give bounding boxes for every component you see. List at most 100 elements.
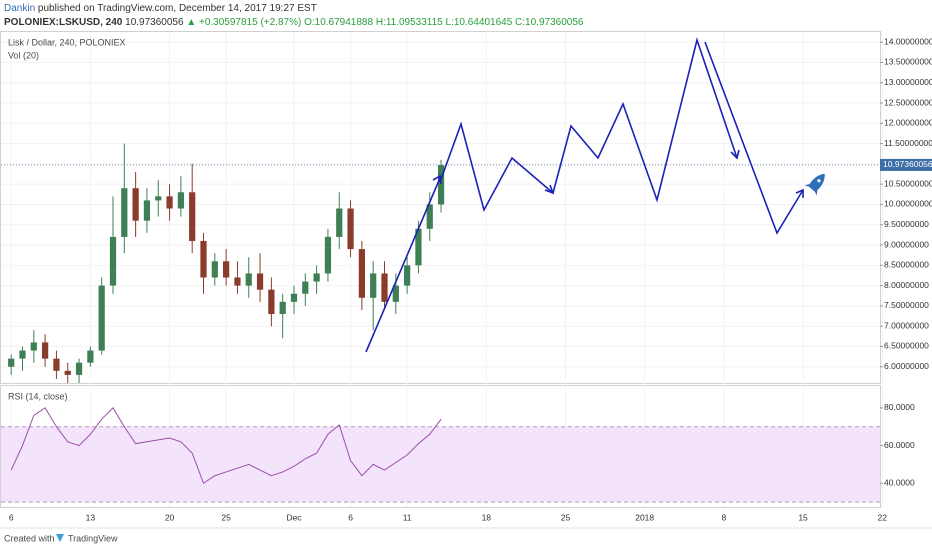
candle-body [347, 208, 354, 250]
candle-body [8, 358, 15, 367]
candle-body [392, 285, 399, 302]
candle-body [155, 196, 162, 201]
x-tick-label: 15 [798, 512, 808, 522]
candle-body [189, 192, 196, 241]
x-tick-label: 8 [722, 512, 727, 522]
candle-body [370, 273, 377, 298]
pane-title: Lisk / Dollar, 240, POLONIEX [8, 37, 126, 47]
candle-body [381, 273, 388, 302]
y-tick-label: 9.50000000 [884, 219, 929, 229]
y-tick-label: 7.00000000 [884, 320, 929, 330]
candle-body [177, 192, 184, 209]
candle-body [64, 370, 71, 375]
candle-body [313, 273, 320, 282]
candle-body [426, 204, 433, 229]
last: 10.97360056 [125, 17, 184, 28]
x-tick-label: Dec [286, 512, 302, 522]
rsi-title: RSI (14, close) [8, 391, 68, 401]
footer-brand[interactable]: TradingView [68, 533, 118, 543]
candle-body [109, 236, 117, 286]
x-tick-label: 20 [165, 512, 175, 522]
candle-body [290, 293, 298, 302]
y-tick-label: 8.50000000 [884, 260, 929, 270]
candle-body [404, 265, 411, 286]
candle-body [324, 236, 332, 274]
y-tick-label: 13.00000000 [884, 77, 932, 87]
x-tick-label: 22 [878, 512, 888, 522]
low: L:10.64401645 [446, 17, 513, 28]
candle-body [437, 165, 445, 205]
x-tick-label: 25 [221, 512, 231, 522]
candle-body [98, 285, 105, 351]
y-tick-label: 14.00000000 [884, 36, 932, 46]
candle-body [268, 289, 275, 315]
header-line: Dankin published on TradingView.com, Dec… [4, 3, 317, 14]
candle-body [30, 342, 37, 351]
arrow-line [439, 121, 554, 213]
y-tick-label: 7.50000000 [884, 300, 929, 310]
arrow-line [365, 177, 441, 353]
y-tick-label: 12.50000000 [884, 97, 932, 107]
candle-body [415, 228, 422, 266]
volume-label: Vol (20) [8, 50, 39, 60]
candle-body [143, 200, 151, 221]
y-tick-label: 6.50000000 [884, 341, 929, 351]
rsi-tick-label: 80.0000 [884, 402, 915, 412]
drawings [365, 37, 804, 353]
last-price-box [880, 158, 932, 171]
x-tick-label: 18 [482, 512, 492, 522]
candle-body [256, 273, 264, 290]
candle-body [211, 261, 218, 278]
arrow-head [795, 188, 804, 198]
candle-body [19, 350, 26, 359]
arrow-head [730, 149, 740, 160]
y-tick-label: 8.00000000 [884, 280, 929, 290]
candle-body [336, 208, 343, 237]
candle-body [166, 196, 173, 209]
footer-created: Created with [4, 533, 55, 543]
symbol: POLONIEX:LSKUSD, 240 [4, 17, 123, 28]
price-pane [0, 31, 881, 384]
y-tick-label: 10.50000000 [884, 178, 932, 188]
candle-body [358, 249, 365, 298]
close: C:10.97360056 [515, 17, 584, 28]
y-tick-label: 11.50000000 [884, 138, 932, 148]
published: published on TradingView.com, December 1… [38, 3, 317, 14]
x-tick-label: 25 [561, 512, 571, 522]
x-tick-label: 6 [348, 512, 353, 522]
candle-body [87, 350, 94, 363]
x-tick-label: 13 [86, 512, 96, 522]
y-tick-label: 10.00000000 [884, 199, 932, 209]
rsi-band [1, 426, 880, 503]
arrow-line [704, 41, 804, 235]
candle-body [75, 362, 83, 375]
x-tick-label: 2018 [635, 512, 654, 522]
y-tick-label: 12.00000000 [884, 118, 932, 128]
candle-body [302, 281, 309, 294]
rsi-pane [0, 385, 881, 508]
candle-body [53, 358, 60, 371]
rsi-tick-label: 60.0000 [884, 440, 915, 450]
rsi-tick-label: 40.0000 [884, 478, 915, 488]
candle-body [42, 342, 49, 359]
high: H:11.09533115 [376, 17, 443, 28]
series-layer: 6 13 20 25 Dec 6 11 18 25 2018 8 15 22 14.00000000 13.… [1, 32, 932, 522]
x-tick-label: 11 [403, 512, 412, 522]
arrow-line [552, 37, 738, 203]
candle-body [223, 261, 230, 278]
y-tick-label: 6.00000000 [884, 361, 929, 371]
candle-body [121, 188, 128, 237]
brand-logo [56, 534, 64, 542]
candle-body [234, 277, 241, 286]
quote-line: POLONIEX:LSKUSD, 240 10.97360056 ▲ +0.30… [4, 17, 584, 28]
change: ▲ +0.30597815 (+2.87%) [186, 17, 301, 28]
candle-body [200, 240, 207, 278]
last-price-label: 10.97360056 [883, 159, 932, 169]
author[interactable]: Dankin [4, 3, 35, 14]
rsi-line [10, 407, 442, 485]
candle-body [245, 273, 252, 286]
y-tick-label: 9.00000000 [884, 239, 929, 249]
candle-body [279, 301, 286, 315]
